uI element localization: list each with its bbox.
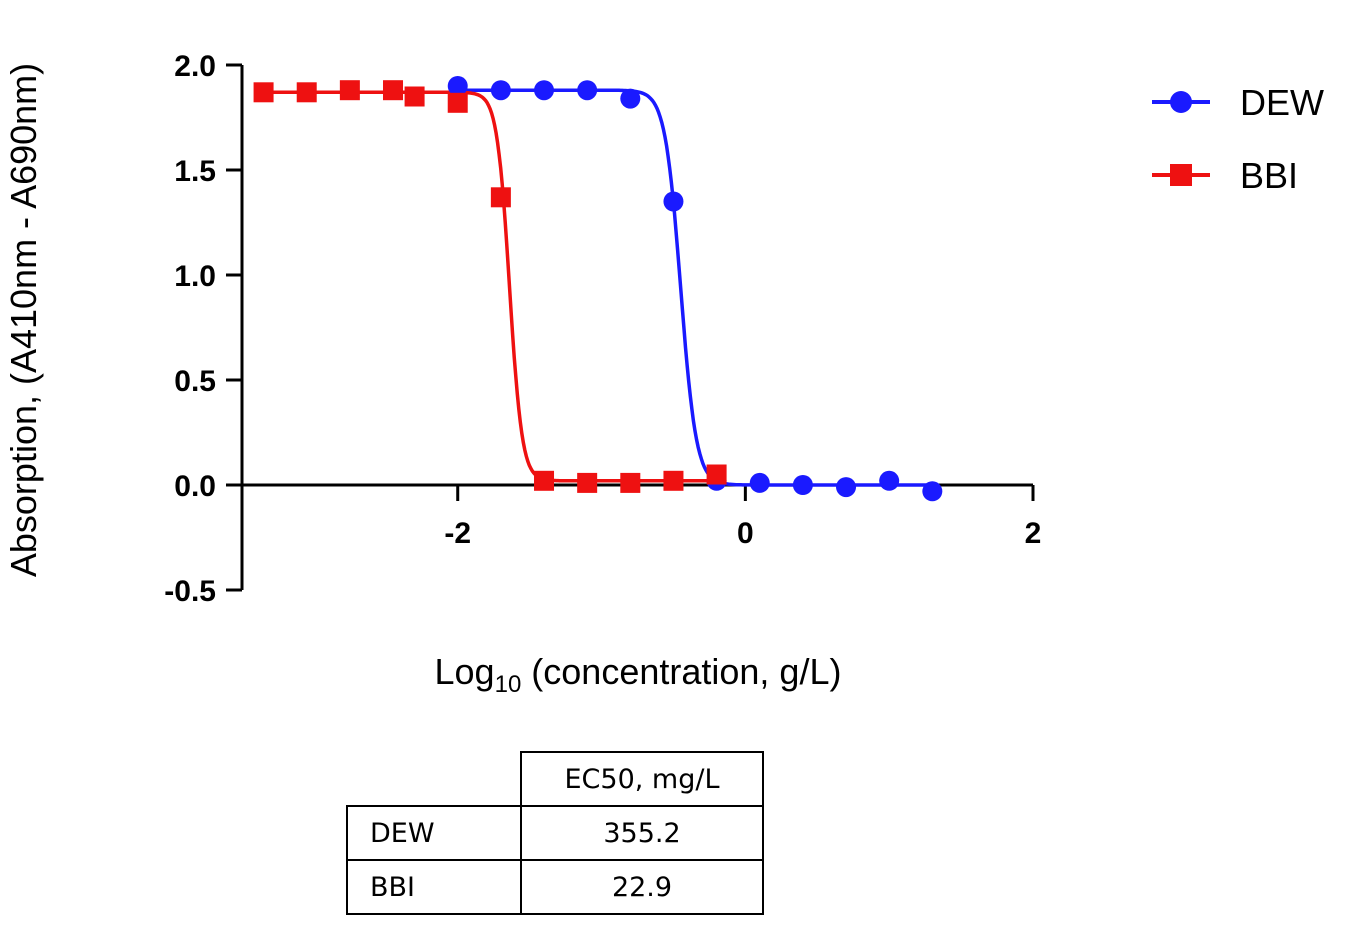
data-point-bbi <box>663 470 684 491</box>
legend: DEW BBI <box>1152 82 1324 196</box>
y-tick-label: 1.5 <box>174 155 216 188</box>
x-tick-label: -2 <box>444 517 471 550</box>
x-tick-label: 2 <box>1025 517 1042 550</box>
data-point-dew <box>922 481 943 502</box>
data-point-dew <box>534 80 555 101</box>
legend-marker-bbi <box>1170 164 1192 186</box>
y-tick-label: 0.0 <box>174 470 216 503</box>
data-point-dew <box>879 470 900 491</box>
y-axis-label: Absorption, (A410nm - A690nm) <box>3 63 44 577</box>
table-row-name: BBI <box>346 859 522 915</box>
y-tick-label: 0.5 <box>174 365 216 398</box>
fit-curve-dew <box>457 88 933 487</box>
axes: 2.0 1.5 1.0 0.5 0.0 -0.5 -2 0 2 <box>164 50 1041 608</box>
table-row-value: 22.9 <box>520 859 764 915</box>
table-corner-cell <box>347 752 522 807</box>
table-row-name: DEW <box>346 805 522 861</box>
ec50-table: EC50, mg/L DEW 355.2 BBI 22.9 <box>346 751 764 915</box>
data-point-dew <box>836 477 857 498</box>
data-point-bbi <box>620 472 641 493</box>
data-point-bbi <box>706 464 727 485</box>
chart: 2.0 1.5 1.0 0.5 0.0 -0.5 -2 0 2 DEW BBI Absorptio… <box>3 50 1324 698</box>
legend-marker-dew <box>1170 91 1192 113</box>
y-tick-label: 2.0 <box>174 50 216 83</box>
table-header-row: EC50, mg/L <box>347 751 764 807</box>
data-point-dew <box>490 80 511 101</box>
data-point-bbi <box>534 470 555 491</box>
x-tick-label: 0 <box>737 517 754 550</box>
data-point-dew <box>577 80 598 101</box>
table-header-cell: EC50, mg/L <box>520 751 764 807</box>
legend-label-bbi: BBI <box>1240 155 1298 196</box>
table-row: BBI 22.9 <box>346 859 764 915</box>
y-tick-label: -0.5 <box>164 575 216 608</box>
table-row: DEW 355.2 <box>346 805 764 861</box>
fit-curve-bbi <box>263 90 717 483</box>
y-tick-label: 1.0 <box>174 260 216 293</box>
data-point-dew <box>792 475 813 495</box>
data-point-bbi <box>577 472 598 493</box>
data-point-bbi <box>339 80 360 101</box>
data-point-bbi <box>447 92 468 113</box>
fit-curves <box>263 88 933 487</box>
data-point-bbi <box>490 187 511 208</box>
data-point-dew <box>749 472 770 493</box>
data-point-bbi <box>383 80 404 101</box>
data-point-dew <box>447 76 468 96</box>
data-point-bbi <box>296 82 317 103</box>
legend-label-dew: DEW <box>1240 82 1324 123</box>
data-markers <box>253 76 943 502</box>
x-axis-label-main: Log <box>435 651 495 692</box>
data-point-dew <box>663 191 684 212</box>
data-point-bbi <box>404 86 425 107</box>
x-axis-label-rest: (concentration, g/L) <box>521 651 841 692</box>
data-point-bbi <box>253 82 274 103</box>
table-row-value: 355.2 <box>520 805 764 861</box>
x-axis-label: Log10 (concentration, g/L) <box>435 651 842 698</box>
x-axis-label-subscript: 10 <box>495 671 522 698</box>
data-point-dew <box>620 88 641 109</box>
